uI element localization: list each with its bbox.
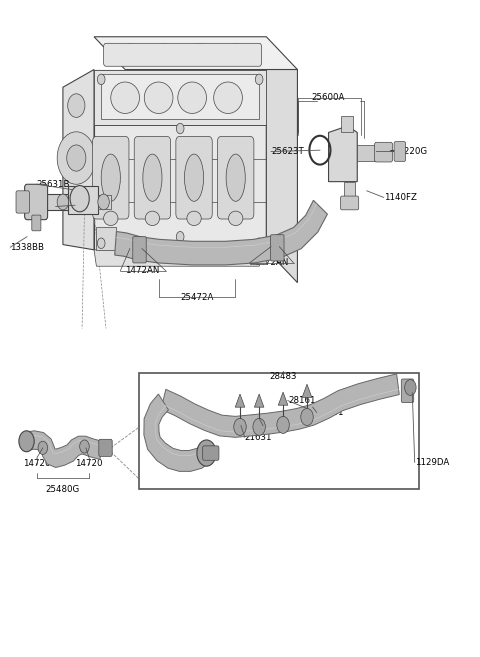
Polygon shape <box>340 116 353 133</box>
Text: 21631: 21631 <box>245 433 272 442</box>
FancyBboxPatch shape <box>203 446 219 461</box>
FancyBboxPatch shape <box>32 215 41 231</box>
Circle shape <box>97 238 105 248</box>
Polygon shape <box>98 195 111 208</box>
Text: 25600A: 25600A <box>312 93 345 102</box>
Circle shape <box>80 440 89 453</box>
Polygon shape <box>63 70 94 250</box>
Polygon shape <box>96 227 116 250</box>
FancyBboxPatch shape <box>217 137 254 219</box>
FancyBboxPatch shape <box>93 137 129 219</box>
Ellipse shape <box>187 211 201 225</box>
FancyBboxPatch shape <box>24 184 48 219</box>
Polygon shape <box>94 37 298 70</box>
Ellipse shape <box>178 82 206 114</box>
Circle shape <box>176 231 184 242</box>
Text: 28161: 28161 <box>288 396 315 405</box>
Circle shape <box>197 440 216 466</box>
Ellipse shape <box>228 211 243 225</box>
Bar <box>140 373 420 489</box>
Text: 14720: 14720 <box>75 459 103 468</box>
FancyBboxPatch shape <box>133 237 146 263</box>
Circle shape <box>234 419 246 436</box>
Ellipse shape <box>186 44 213 64</box>
Ellipse shape <box>104 211 118 225</box>
Polygon shape <box>344 181 355 200</box>
Polygon shape <box>115 200 327 265</box>
Text: 14720: 14720 <box>23 459 50 468</box>
Polygon shape <box>254 394 264 407</box>
Polygon shape <box>94 250 266 266</box>
Text: 1129DA: 1129DA <box>415 458 449 466</box>
Circle shape <box>70 185 89 212</box>
Circle shape <box>67 145 86 171</box>
Ellipse shape <box>111 82 140 114</box>
Text: 1472AN: 1472AN <box>254 258 288 267</box>
Text: 21631: 21631 <box>317 408 344 417</box>
FancyBboxPatch shape <box>99 440 112 457</box>
Text: 25472A: 25472A <box>180 292 214 302</box>
Polygon shape <box>68 185 98 214</box>
Circle shape <box>255 74 263 85</box>
Text: 25480G: 25480G <box>46 485 80 493</box>
Text: 25500A: 25500A <box>56 202 89 211</box>
Polygon shape <box>250 250 266 264</box>
Polygon shape <box>26 431 103 468</box>
Polygon shape <box>357 145 376 161</box>
Ellipse shape <box>184 154 204 201</box>
Ellipse shape <box>101 154 120 201</box>
Ellipse shape <box>144 82 173 114</box>
Text: 39220G: 39220G <box>393 147 427 156</box>
Ellipse shape <box>143 154 162 201</box>
FancyBboxPatch shape <box>340 196 359 210</box>
Polygon shape <box>101 74 259 119</box>
Circle shape <box>97 74 105 85</box>
Polygon shape <box>266 70 298 283</box>
Circle shape <box>68 94 85 118</box>
FancyBboxPatch shape <box>134 137 170 219</box>
Ellipse shape <box>222 44 248 64</box>
Ellipse shape <box>226 154 245 201</box>
Text: 25623T: 25623T <box>271 147 304 156</box>
FancyBboxPatch shape <box>271 235 284 261</box>
FancyBboxPatch shape <box>394 142 406 162</box>
Text: 1140FZ: 1140FZ <box>384 193 417 202</box>
Text: 1338BB: 1338BB <box>10 242 44 252</box>
Polygon shape <box>161 374 399 438</box>
Polygon shape <box>302 384 312 397</box>
Circle shape <box>255 238 263 248</box>
Circle shape <box>301 409 313 426</box>
Circle shape <box>253 419 265 436</box>
Text: 1472AN: 1472AN <box>125 266 159 275</box>
FancyBboxPatch shape <box>16 191 29 213</box>
Circle shape <box>405 380 416 396</box>
Circle shape <box>277 417 289 434</box>
FancyBboxPatch shape <box>401 379 414 403</box>
Circle shape <box>19 431 34 452</box>
Polygon shape <box>94 70 266 125</box>
Polygon shape <box>44 194 68 210</box>
Circle shape <box>57 194 69 210</box>
Circle shape <box>98 194 109 210</box>
Circle shape <box>176 124 184 134</box>
FancyBboxPatch shape <box>176 137 212 219</box>
Ellipse shape <box>150 44 177 64</box>
Polygon shape <box>94 70 266 250</box>
FancyBboxPatch shape <box>104 43 262 66</box>
Circle shape <box>38 442 48 455</box>
Polygon shape <box>278 392 288 405</box>
Ellipse shape <box>145 211 159 225</box>
Text: 28483: 28483 <box>269 372 297 381</box>
Text: 28161: 28161 <box>263 421 290 430</box>
Polygon shape <box>235 394 245 407</box>
Text: 25631B: 25631B <box>36 180 70 189</box>
Polygon shape <box>144 394 210 471</box>
Polygon shape <box>328 126 357 181</box>
Ellipse shape <box>117 44 143 64</box>
FancyBboxPatch shape <box>374 143 393 162</box>
Circle shape <box>57 132 96 184</box>
Ellipse shape <box>214 82 242 114</box>
